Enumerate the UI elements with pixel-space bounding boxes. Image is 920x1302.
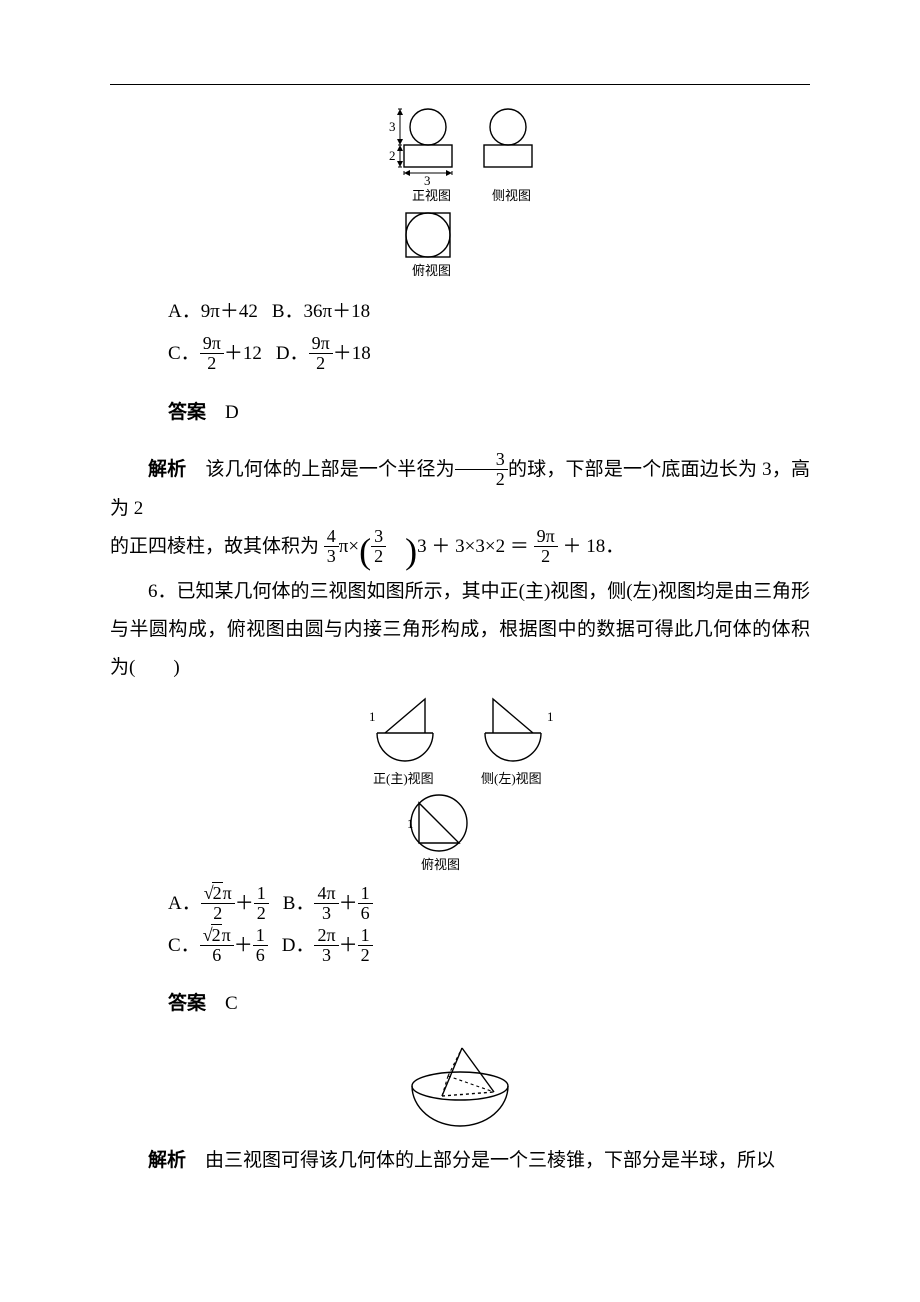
q6-top-1: 1 [407, 816, 414, 831]
q6-a-d2: 2 [254, 903, 269, 923]
page-content: 3 2 3 正视图 侧视图 [0, 0, 920, 1180]
q5-c-num: 9π [200, 334, 224, 353]
q6-d-pre: D． [282, 935, 315, 956]
q5-front-label: 正视图 [412, 188, 451, 203]
q6-d-n2: 1 [358, 926, 373, 945]
q6-figure-block: 1 正(主)视图 1 侧(左)视图 1 俯视图 [110, 693, 810, 873]
q5-ex-f1d: 2 [455, 469, 508, 489]
q6-side-label: 侧(左)视图 [481, 771, 542, 786]
q5-figure-block: 3 2 3 正视图 侧视图 [110, 105, 810, 281]
q6-front-1: 1 [369, 709, 376, 724]
q5-ex-f4n: 9π [534, 527, 558, 546]
q6-explain-label: 解析 [148, 1150, 186, 1171]
q5-answer-label: 答案 [168, 402, 206, 423]
q5-ex1a: 该几何体的上部是一个半径为 [206, 459, 455, 480]
q5-choices: A．9π＋42 B．36π＋18 C．9π2＋12 D．9π2＋18 [168, 291, 810, 375]
q6-choices: A．2π2＋12 B．4π3＋16 C．2π6＋16 D．2π3＋12 [168, 883, 810, 967]
q6-front-label: 正(主)视图 [373, 771, 434, 786]
q5-dim-3: 3 [389, 119, 396, 134]
q5-ex-f2d: 3 [324, 546, 339, 566]
q5-choice-d: D．9π2＋18 [276, 333, 371, 375]
q6-d-plus: ＋ [339, 935, 358, 956]
q6-d-num: 2π [314, 926, 338, 945]
q5-choice-a: A．9π＋42 [168, 291, 258, 333]
q5-ex-f2n: 4 [324, 527, 339, 546]
q6-answer-label: 答案 [168, 993, 206, 1014]
q6-b-den: 3 [314, 903, 338, 923]
q6-b-n2: 1 [358, 884, 373, 903]
q5-choice-b: B．36π＋18 [272, 291, 370, 333]
q6-c-pre: C． [168, 935, 200, 956]
q5-d-suffix: ＋18 [333, 343, 371, 364]
q5-choice-c: C．9π2＋12 [168, 333, 262, 375]
q6-top-label: 俯视图 [421, 857, 460, 872]
q6-b-d2: 6 [358, 903, 373, 923]
q6-c-n2: 1 [253, 926, 268, 945]
q6-b-num: 4π [314, 884, 338, 903]
q5-ex-f4d: 2 [534, 546, 558, 566]
q6-b-plus: ＋ [339, 893, 358, 914]
q5-ex2a: 的正四棱柱，故其体积为 [110, 536, 324, 557]
q5-answer-value: D [225, 402, 239, 423]
q5-ex-f1n: 3 [455, 450, 508, 469]
q6-c-d2: 6 [253, 945, 268, 965]
q5-explain-p1: 解析 该几何体的上部是一个半径为32的球，下部是一个底面边长为 3，高为 2 [110, 451, 810, 528]
q5-dim-w3: 3 [424, 173, 431, 188]
q5-top-label: 俯视图 [412, 263, 451, 278]
q5-ex-f3n: 3 [371, 527, 386, 546]
q5-c-den: 2 [200, 353, 224, 373]
q6-d-den: 3 [314, 945, 338, 965]
q6-c-den: 6 [200, 945, 234, 965]
q5-d-prefix: D． [276, 343, 309, 364]
q5-three-views: 3 2 3 正视图 侧视图 [370, 105, 550, 281]
q6-explain-text: 由三视图可得该几何体的上部分是一个三棱锥，下部分是半球，所以 [205, 1150, 775, 1171]
q6-three-views: 1 正(主)视图 1 侧(左)视图 1 俯视图 [345, 693, 575, 873]
q6-a-pre: A． [168, 893, 201, 914]
q5-d-num: 9π [309, 334, 333, 353]
q6-a-n2: 1 [254, 884, 269, 903]
q6-explain-figure [110, 1042, 810, 1132]
q5-answer-line: 答案 D [168, 394, 810, 432]
q6-a-den: 2 [201, 903, 235, 923]
header-divider [110, 84, 810, 85]
q5-ex-f3d: 2 [371, 546, 386, 566]
q5-d-den: 2 [309, 353, 333, 373]
q5-explain-p2: 的正四棱柱，故其体积为 43π×(32 )3 ＋ 3×3×2 ＝ 9π2 ＋ 1… [110, 528, 810, 567]
q5-ex-cp: 3 ＋ 3×3×2 ＝ [417, 536, 533, 557]
q5-c-prefix: C． [168, 343, 200, 364]
q6-b-pre: B． [283, 893, 315, 914]
q6-d-d2: 2 [358, 945, 373, 965]
q6-stem: 6．已知某几何体的三视图如图所示，其中正(主)视图，侧(左)视图均是由三角形与半… [110, 573, 810, 687]
q6-choice-a: A．2π2＋12 [168, 883, 269, 925]
q5-c-suffix: ＋12 [224, 343, 262, 364]
q5-dim-2: 2 [389, 148, 396, 163]
q6-explain-p: 解析 由三视图可得该几何体的上部分是一个三棱锥，下部分是半球，所以 [110, 1142, 810, 1180]
q5-ex-tail: ＋ 18． [558, 536, 625, 557]
q5-side-label: 侧视图 [492, 188, 531, 203]
q6-c-plus: ＋ [234, 935, 253, 956]
q6-choice-b: B．4π3＋16 [283, 883, 373, 925]
q6-choice-d: D．2π3＋12 [282, 925, 373, 967]
q6-side-1: 1 [547, 709, 554, 724]
q5-explain-label: 解析 [148, 459, 186, 480]
q6-answer-line: 答案 C [168, 985, 810, 1023]
q6-solid-figure [390, 1042, 530, 1132]
q6-choice-c: C．2π6＋16 [168, 925, 268, 967]
q6-answer-value: C [225, 993, 238, 1014]
q6-a-plus: ＋ [235, 893, 254, 914]
q5-ex-pix: π× [339, 536, 359, 557]
